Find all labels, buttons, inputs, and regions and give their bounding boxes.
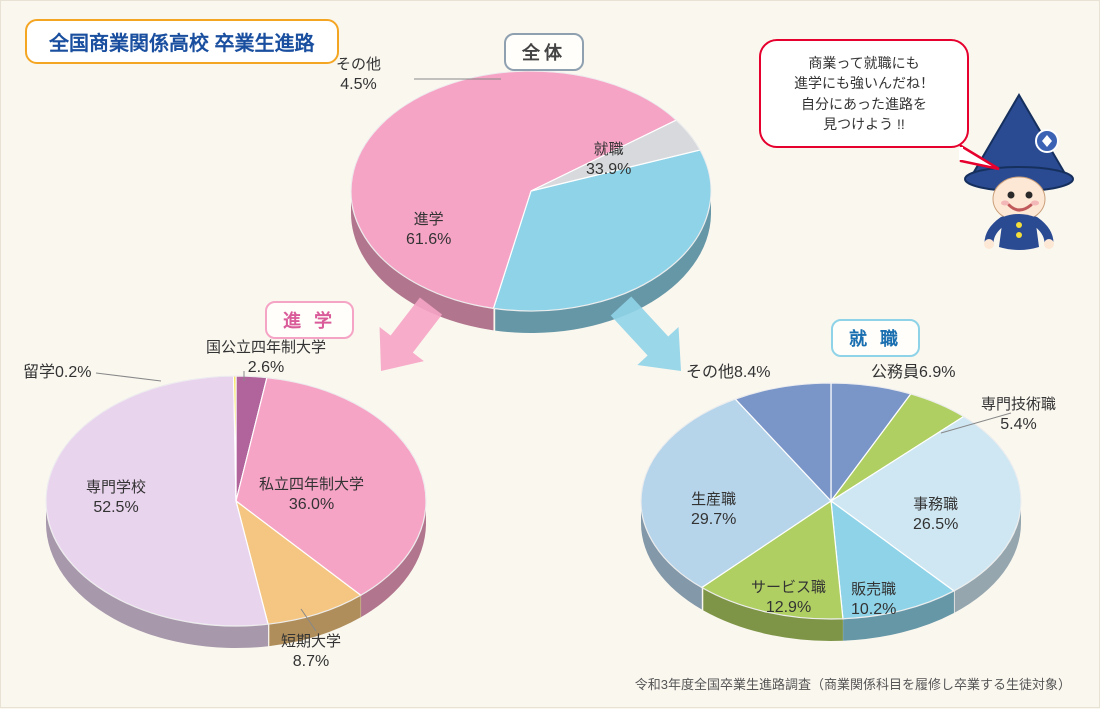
chart-title-shingaku: 進 学 (265, 301, 354, 339)
flow-arrow (380, 297, 443, 371)
chart-title-shushoku: 就 職 (831, 319, 920, 357)
pie-label: その他8.4% (686, 363, 770, 383)
footnote: 令和3年度全国卒業生進路調査（商業関係科目を履修し卒業する生徒対象） (635, 674, 1071, 693)
flow-arrow (611, 297, 681, 371)
pie-label: 販売職10.2% (851, 581, 896, 620)
pie-label: 事務職26.5% (913, 496, 958, 535)
pie-label: 私立四年制大学36.0% (259, 476, 364, 515)
pie-label: その他4.5% (336, 56, 381, 95)
pie-label: 国公立四年制大学2.6% (206, 339, 326, 378)
pie-label: 短期大学8.7% (281, 633, 341, 672)
pie-label: 就職33.9% (586, 141, 631, 180)
pie-label: 公務員6.9% (871, 363, 955, 383)
pie-label: 留学0.2% (23, 363, 91, 383)
chart-title-overall: 全体 (504, 33, 584, 71)
pie-label: 生産職29.7% (691, 491, 736, 530)
speech-tail (961, 146, 999, 169)
pie-label: 進学61.6% (406, 211, 451, 250)
pie-label: サービス職12.9% (751, 579, 826, 618)
chart-canvas (1, 1, 1100, 709)
pie-label: 専門技術職5.4% (981, 396, 1056, 435)
pie-label: 専門学校52.5% (86, 479, 146, 518)
